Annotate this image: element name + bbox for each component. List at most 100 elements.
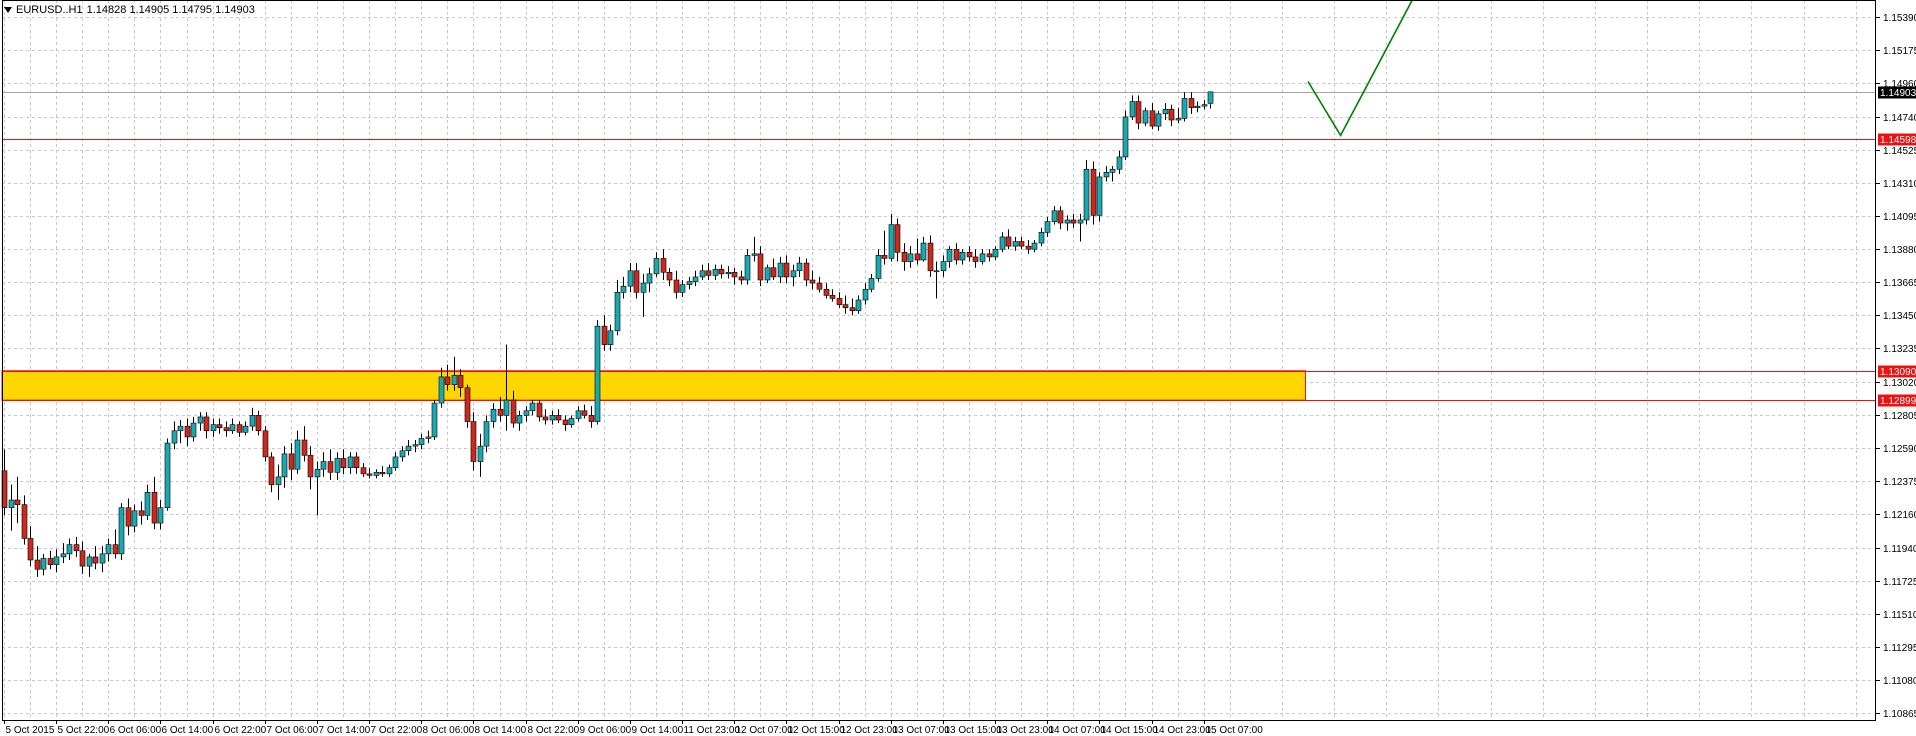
candle xyxy=(1044,216,1051,237)
candle xyxy=(946,246,953,268)
candle xyxy=(425,430,432,444)
candle-body-bear xyxy=(1005,236,1012,247)
candle-body-bear xyxy=(510,399,517,424)
price-tick-label: 1.12160 xyxy=(1883,510,1916,521)
candle-body-bear xyxy=(914,253,921,261)
candle xyxy=(1064,215,1071,231)
candle xyxy=(1103,166,1110,182)
time-tick-label: 9 Oct 14:00 xyxy=(632,725,684,736)
candle xyxy=(1090,161,1097,225)
candle xyxy=(542,409,549,425)
candle xyxy=(353,452,360,474)
candle xyxy=(699,264,706,280)
candle xyxy=(1201,100,1208,110)
candle xyxy=(620,276,627,299)
candle-body-bear xyxy=(901,252,908,262)
candle xyxy=(118,503,125,560)
candle xyxy=(1005,229,1012,250)
candle-body-bull xyxy=(992,248,999,258)
candle-body-bear xyxy=(770,267,777,278)
candle xyxy=(47,550,54,570)
price-tick-label: 1.10865 xyxy=(1883,709,1916,720)
candle xyxy=(1025,240,1032,254)
candle xyxy=(1188,92,1195,114)
candle-body-bull xyxy=(86,556,93,567)
candle-body-bull xyxy=(281,453,288,478)
candle-body-bull xyxy=(868,278,875,290)
candle-body-bear xyxy=(1149,110,1156,127)
candle xyxy=(705,263,712,280)
time-tick-label: 6 Oct 14:00 xyxy=(162,725,214,736)
candle xyxy=(138,501,145,525)
candle xyxy=(868,273,875,293)
candle xyxy=(855,295,862,314)
candle-body-bull xyxy=(177,425,184,432)
price-tick-label: 1.13450 xyxy=(1883,311,1916,322)
candle-body-bear xyxy=(555,415,562,421)
candle xyxy=(40,553,47,576)
candle xyxy=(99,546,106,573)
support-resistance-zone xyxy=(1,370,1306,401)
candle xyxy=(1116,150,1123,174)
candle-body-bear xyxy=(803,262,810,281)
candle xyxy=(1155,110,1162,131)
candle xyxy=(581,404,588,419)
candle-body-bull xyxy=(1175,118,1182,121)
candle-body-bull xyxy=(999,236,1006,250)
candle xyxy=(751,236,758,262)
candle xyxy=(405,440,412,456)
candle-body-bull xyxy=(164,442,171,508)
candle-body-bear xyxy=(340,458,347,468)
candle-body-bull xyxy=(679,284,686,293)
candle xyxy=(281,446,288,488)
time-tick-label: 5 Oct 2015 xyxy=(6,725,55,736)
candle xyxy=(1057,206,1064,230)
candle-body-bear xyxy=(816,282,823,290)
candle xyxy=(1122,110,1129,160)
projection-line[interactable] xyxy=(1307,0,1414,138)
candle-body-bull xyxy=(686,281,693,285)
candle-body-bear xyxy=(809,279,816,284)
candle xyxy=(275,464,282,500)
candle-body-bear xyxy=(601,325,608,345)
zone-rectangle[interactable] xyxy=(1,370,1306,401)
time-axis: 5 Oct 2015 5 Oct 22:00 6 Oct 06:00 6 Oct 14… xyxy=(4,720,1263,736)
price-tick-label: 1.15175 xyxy=(1883,46,1916,57)
candle-body-bull xyxy=(692,276,699,282)
candle xyxy=(1135,95,1142,130)
candle-body-bull xyxy=(529,402,536,412)
candle-body-bear xyxy=(236,424,243,433)
time-tick-label: 13 Oct 23:00 xyxy=(997,725,1055,736)
candle-body-bull xyxy=(888,224,895,259)
candle xyxy=(959,249,966,265)
candle xyxy=(497,396,504,422)
candle xyxy=(914,238,921,265)
candle-body-bear xyxy=(731,272,738,278)
candle-body-bear xyxy=(184,425,191,438)
candle-body-bull xyxy=(920,242,927,261)
candle-body-bull xyxy=(334,458,341,473)
candle-body-bear xyxy=(1188,98,1195,108)
price-axis: 1.15390 1.15175 1.14960 1.14740 1.14525 1.143… xyxy=(1876,13,1916,720)
dropdown-triangle-icon[interactable] xyxy=(4,7,12,13)
candle xyxy=(901,243,908,271)
plot-frame xyxy=(2,0,1876,721)
candle xyxy=(503,344,510,431)
candle-body-bull xyxy=(1051,210,1058,222)
candle-body-bear xyxy=(464,387,471,422)
price-tick-label: 1.13665 xyxy=(1883,278,1916,289)
candle-body-bear xyxy=(379,472,386,475)
candle xyxy=(888,213,895,262)
candle-body-bear xyxy=(353,456,360,468)
candle xyxy=(940,255,947,277)
candle-body-bull xyxy=(1109,168,1116,173)
ohlc-readout: 1.14828 1.14905 1.14795 1.14903 xyxy=(86,4,255,16)
candle-body-bull xyxy=(1044,221,1051,233)
candle-body-bear xyxy=(112,544,119,555)
candle xyxy=(777,256,784,284)
candle xyxy=(268,452,275,493)
candle-body-bear xyxy=(783,262,790,278)
candle-body-bear xyxy=(588,415,595,422)
